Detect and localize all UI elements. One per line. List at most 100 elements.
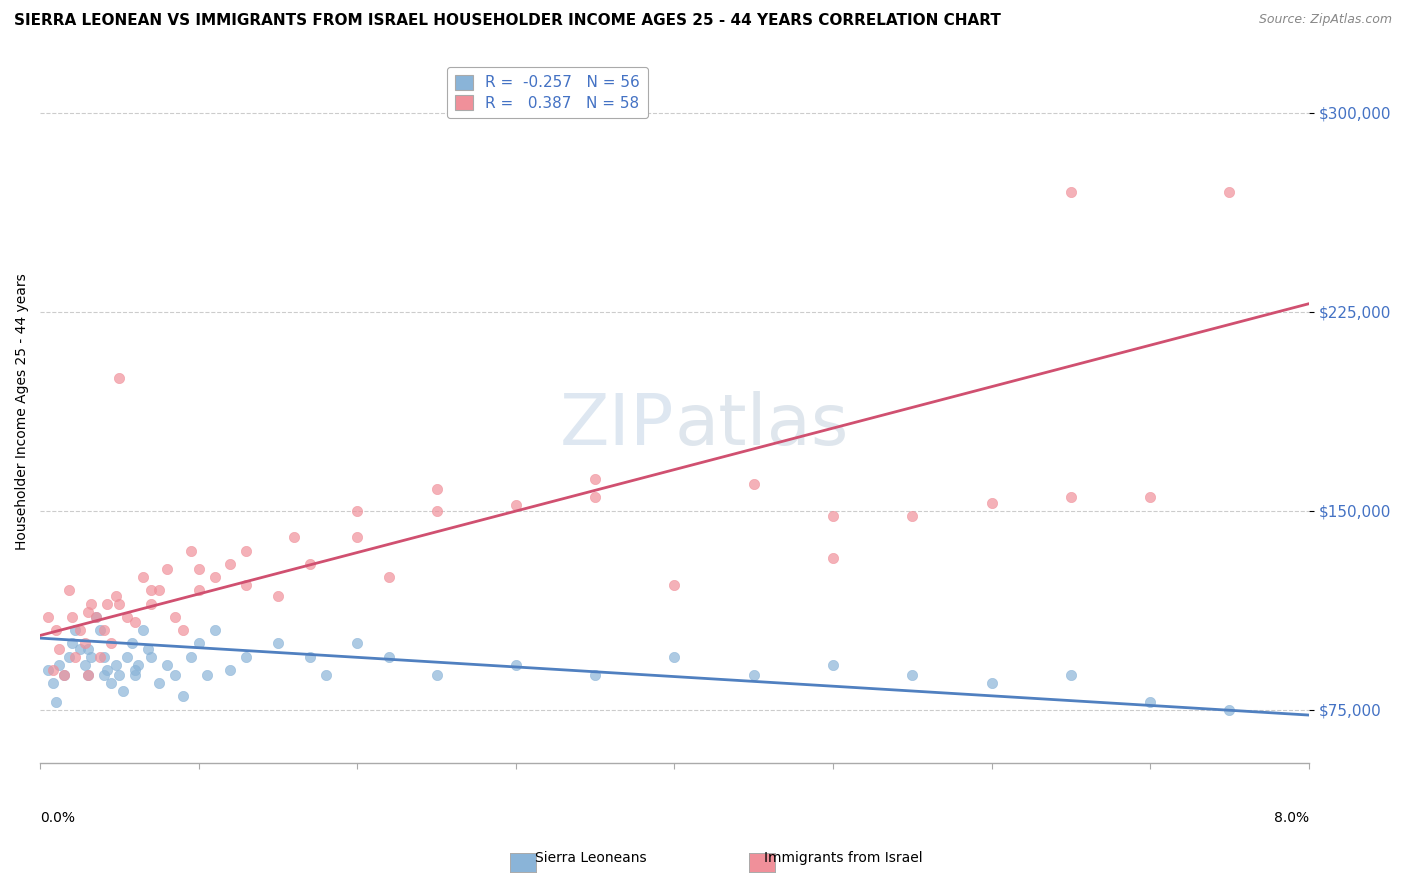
Point	[742, 477, 765, 491]
Point	[235, 578, 257, 592]
Point	[980, 676, 1002, 690]
Point	[48, 641, 70, 656]
Point	[267, 636, 290, 650]
Point	[105, 657, 128, 672]
Point	[96, 663, 118, 677]
Text: atlas: atlas	[675, 391, 849, 459]
Point	[172, 623, 194, 637]
Text: ZIP: ZIP	[560, 391, 675, 459]
Point	[180, 649, 202, 664]
Point	[980, 496, 1002, 510]
Point	[821, 551, 844, 566]
Point	[73, 636, 96, 650]
Point	[93, 623, 115, 637]
Text: Sierra Leoneans: Sierra Leoneans	[534, 851, 647, 865]
Point	[89, 649, 111, 664]
Point	[111, 684, 134, 698]
Point	[298, 649, 321, 664]
Point	[664, 578, 686, 592]
Point	[346, 504, 368, 518]
Point	[583, 491, 606, 505]
Point	[121, 636, 143, 650]
Point	[58, 649, 80, 664]
Point	[148, 583, 170, 598]
Point	[219, 663, 242, 677]
Point	[136, 641, 159, 656]
Point	[172, 690, 194, 704]
Point	[42, 676, 65, 690]
Point	[139, 597, 162, 611]
Y-axis label: Householder Income Ages 25 - 44 years: Householder Income Ages 25 - 44 years	[15, 273, 30, 549]
Point	[821, 657, 844, 672]
Point	[1218, 703, 1240, 717]
Point	[45, 623, 67, 637]
Point	[105, 589, 128, 603]
Point	[346, 636, 368, 650]
Point	[139, 649, 162, 664]
Point	[93, 649, 115, 664]
Point	[127, 657, 149, 672]
Point	[45, 695, 67, 709]
Text: 0.0%: 0.0%	[41, 811, 75, 824]
Point	[204, 623, 226, 637]
Point	[132, 623, 155, 637]
Point	[204, 570, 226, 584]
Point	[235, 649, 257, 664]
Point	[315, 668, 337, 682]
Point	[60, 636, 83, 650]
Point	[346, 530, 368, 544]
Point	[901, 668, 924, 682]
Point	[283, 530, 305, 544]
Text: Immigrants from Israel: Immigrants from Israel	[765, 851, 922, 865]
Point	[187, 562, 209, 576]
Point	[664, 649, 686, 664]
Point	[1060, 186, 1083, 200]
Point	[195, 668, 218, 682]
Point	[505, 657, 527, 672]
Point	[108, 668, 131, 682]
Point	[124, 668, 146, 682]
Point	[583, 668, 606, 682]
Point	[378, 649, 401, 664]
Point	[80, 597, 103, 611]
Point	[80, 649, 103, 664]
Point	[96, 597, 118, 611]
Point	[108, 597, 131, 611]
Point	[1060, 491, 1083, 505]
Point	[76, 668, 98, 682]
Point	[58, 583, 80, 598]
Legend: R =  -0.257   N = 56, R =   0.387   N = 58: R = -0.257 N = 56, R = 0.387 N = 58	[447, 67, 648, 118]
Point	[187, 583, 209, 598]
Point	[100, 676, 122, 690]
Point	[267, 589, 290, 603]
Point	[156, 657, 179, 672]
Point	[426, 483, 449, 497]
Point	[187, 636, 209, 650]
Point	[163, 668, 186, 682]
Point	[124, 615, 146, 630]
Point	[73, 657, 96, 672]
Point	[117, 649, 139, 664]
Point	[69, 623, 91, 637]
Point	[1060, 668, 1083, 682]
Point	[742, 668, 765, 682]
Point	[148, 676, 170, 690]
Point	[219, 557, 242, 571]
Point	[821, 509, 844, 524]
Point	[60, 610, 83, 624]
Point	[52, 668, 75, 682]
Point	[1139, 695, 1161, 709]
Point	[180, 543, 202, 558]
Point	[426, 504, 449, 518]
Point	[37, 663, 59, 677]
Point	[298, 557, 321, 571]
Text: SIERRA LEONEAN VS IMMIGRANTS FROM ISRAEL HOUSEHOLDER INCOME AGES 25 - 44 YEARS C: SIERRA LEONEAN VS IMMIGRANTS FROM ISRAEL…	[14, 13, 1001, 29]
Point	[69, 641, 91, 656]
Point	[139, 583, 162, 598]
Point	[76, 668, 98, 682]
Point	[37, 610, 59, 624]
Point	[76, 641, 98, 656]
Point	[117, 610, 139, 624]
Point	[124, 663, 146, 677]
Point	[1218, 186, 1240, 200]
